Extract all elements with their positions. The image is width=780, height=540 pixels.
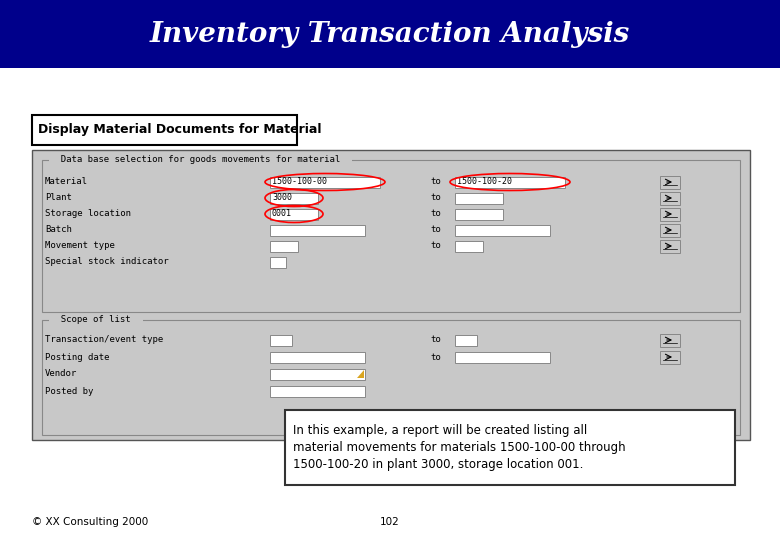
Text: © XX Consulting 2000: © XX Consulting 2000 — [32, 517, 148, 527]
Bar — [660, 224, 680, 237]
Text: Display Material Documents for Material: Display Material Documents for Material — [38, 124, 321, 137]
Polygon shape — [357, 370, 364, 378]
Bar — [455, 225, 550, 235]
Bar — [455, 352, 550, 362]
Bar — [270, 225, 365, 235]
Text: Posted by: Posted by — [45, 387, 94, 395]
Text: to: to — [430, 193, 441, 202]
Bar — [455, 192, 503, 204]
Text: Movement type: Movement type — [45, 241, 115, 251]
Bar — [660, 350, 680, 363]
Bar — [270, 192, 318, 204]
Text: Material: Material — [45, 178, 88, 186]
Text: Data base selection for goods movements for material: Data base selection for goods movements … — [50, 156, 351, 165]
Bar — [0, 0, 780, 68]
Text: 102: 102 — [380, 517, 400, 527]
Text: In this example, a report will be created listing all
material movements for mat: In this example, a report will be create… — [293, 424, 626, 471]
Text: to: to — [430, 210, 441, 219]
Bar — [660, 207, 680, 220]
Bar — [660, 192, 680, 205]
Bar — [270, 256, 286, 267]
Text: to: to — [430, 335, 441, 345]
Bar — [455, 334, 477, 346]
Bar — [270, 368, 365, 380]
Text: Storage location: Storage location — [45, 210, 131, 219]
Bar — [270, 386, 365, 396]
Text: to: to — [430, 241, 441, 251]
Text: Inventory Transaction Analysis: Inventory Transaction Analysis — [150, 21, 630, 48]
Bar — [270, 208, 318, 219]
Bar — [660, 334, 680, 347]
Text: Batch: Batch — [45, 226, 72, 234]
Text: to: to — [430, 226, 441, 234]
Bar — [455, 240, 483, 252]
Text: 0001: 0001 — [272, 210, 292, 219]
Bar — [660, 176, 680, 188]
Text: to: to — [430, 178, 441, 186]
Bar — [270, 177, 380, 187]
Text: 1500-100-00: 1500-100-00 — [272, 178, 327, 186]
Bar — [42, 320, 740, 435]
Bar — [270, 240, 298, 252]
Text: 3000: 3000 — [272, 193, 292, 202]
Bar — [455, 177, 565, 187]
Bar — [0, 68, 780, 540]
Bar — [270, 334, 292, 346]
Text: Special stock indicator: Special stock indicator — [45, 258, 168, 267]
Text: 1500-100-20: 1500-100-20 — [457, 178, 512, 186]
Bar — [270, 352, 365, 362]
Text: Transaction/event type: Transaction/event type — [45, 335, 163, 345]
Bar — [32, 150, 750, 440]
Bar — [285, 410, 735, 485]
Text: Scope of list: Scope of list — [50, 315, 141, 325]
Text: Plant: Plant — [45, 193, 72, 202]
Bar — [455, 208, 503, 219]
Bar — [32, 115, 297, 145]
Bar — [660, 240, 680, 253]
Text: to: to — [430, 353, 441, 361]
Bar — [42, 160, 740, 312]
Text: Posting date: Posting date — [45, 353, 109, 361]
Text: Vendor: Vendor — [45, 369, 77, 379]
